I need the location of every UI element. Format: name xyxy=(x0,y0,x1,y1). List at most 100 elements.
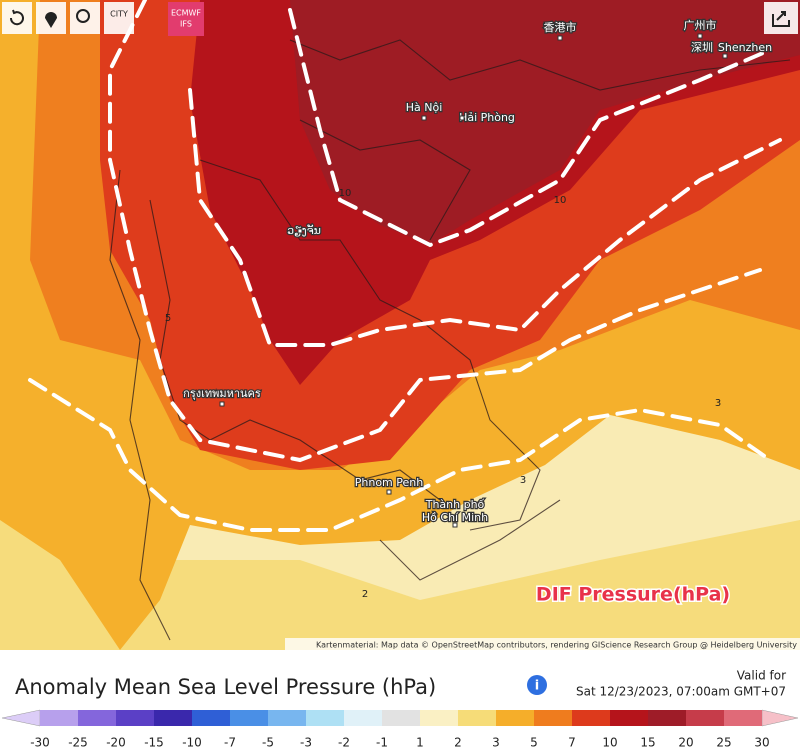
valid-time: Sat 12/23/2023, 07:00am GMT+07 xyxy=(576,685,786,699)
colorbar-segment xyxy=(686,710,724,726)
info-button[interactable] xyxy=(527,675,547,695)
colorbar-segment xyxy=(192,710,230,726)
colorbar-segment xyxy=(572,710,610,726)
place-label: Thành phố xyxy=(425,498,485,511)
refresh-icon xyxy=(9,9,24,26)
place-marker xyxy=(219,401,225,407)
colorbar-tick-label: 1 xyxy=(416,736,424,750)
legend-title: Anomaly Mean Sea Level Pressure (hPa) xyxy=(15,675,436,699)
colorbar-segment xyxy=(458,710,496,726)
colorbar-tick-label: -20 xyxy=(106,736,126,750)
contour-labels: 10 10 5 3 3 2 xyxy=(165,188,721,600)
colorbar-segment xyxy=(382,710,420,726)
place-label: Shenzhen xyxy=(718,41,772,54)
zone-15 xyxy=(290,0,800,245)
colorbar-segment xyxy=(154,710,192,726)
colorbar-tick-label: 3 xyxy=(492,736,500,750)
contour-label: 2 xyxy=(362,589,368,600)
colorbar-tick-label: -2 xyxy=(338,736,350,750)
contour-line xyxy=(288,8,772,248)
colorbar-tick-label: -7 xyxy=(224,736,236,750)
colorbar-segment xyxy=(496,710,534,726)
place-label: Hải Phòng xyxy=(459,111,515,124)
city-button-label: CITY xyxy=(110,10,128,19)
attribution: Kartenmaterial: Map data © OpenStreetMap… xyxy=(316,641,797,650)
zoom-icon xyxy=(76,9,90,23)
place-marker xyxy=(452,522,458,528)
colorbar-tick-label: 5 xyxy=(530,736,538,750)
colorbar-tick-label: 7 xyxy=(568,736,576,750)
place-marker xyxy=(459,115,465,121)
colorbar-tick-label: -5 xyxy=(262,736,274,750)
place-marker xyxy=(386,489,392,495)
colorbar-segment xyxy=(648,710,686,726)
colorbar-segment xyxy=(306,710,344,726)
colorbar-tick-label: -25 xyxy=(68,736,88,750)
colorbar-segment xyxy=(40,710,78,726)
colorbar-segment xyxy=(420,710,458,726)
colorbar-segment xyxy=(230,710,268,726)
place-marker xyxy=(297,228,303,234)
colorbar: -30 -25 -20 -15 -10 -7 -5 -3 -2 -1 1 2 3 5 7 10 15 20 25 30 xyxy=(1,709,799,750)
place-marker xyxy=(722,53,728,59)
contour-label: 3 xyxy=(520,475,526,486)
map xyxy=(0,0,800,650)
zoom-button[interactable] xyxy=(70,2,100,34)
place-label: Hà Nội xyxy=(406,101,443,114)
legend: Anomaly Mean Sea Level Pressure (hPa) i … xyxy=(1,669,799,750)
model-badge-label: IFS xyxy=(180,20,192,29)
model-badge-label: ECMWF xyxy=(171,9,201,18)
colorbar-tick-label: 20 xyxy=(678,736,693,750)
colorbar-tick-label: -30 xyxy=(30,736,50,750)
valid-label: Valid for xyxy=(737,669,786,683)
colorbar-tick-label: 30 xyxy=(754,736,769,750)
overlay-label: DIF Pressure(hPa) xyxy=(536,584,730,606)
borders xyxy=(109,39,791,641)
contour-label: 10 xyxy=(554,195,567,206)
colorbar-segment xyxy=(610,710,648,726)
colorbar-segment xyxy=(534,710,572,726)
colorbar-over xyxy=(761,709,799,727)
contour-label: 10 xyxy=(339,188,352,199)
place-label: 深圳 xyxy=(691,41,713,54)
toolbar: CITY ECMWF IFS xyxy=(2,2,798,36)
place-marker xyxy=(421,115,427,121)
model-badge[interactable] xyxy=(168,2,204,36)
place-label: ວຽງຈັນ xyxy=(287,224,321,237)
info-icon: i xyxy=(535,679,539,694)
share-icon xyxy=(772,11,790,27)
contour-line xyxy=(108,0,762,463)
location-icon xyxy=(45,12,57,28)
colorbar-segment xyxy=(116,710,154,726)
colorbar-segment xyxy=(268,710,306,726)
place-label: Hồ Chí Minh xyxy=(422,511,488,524)
place-label: กรุงเทพมหานคร xyxy=(183,387,261,400)
contour-label: 3 xyxy=(715,398,721,409)
colorbar-segment xyxy=(78,710,116,726)
refresh-button[interactable] xyxy=(2,2,32,34)
place-marker xyxy=(557,35,563,41)
zone-2 xyxy=(0,470,800,650)
contour-line xyxy=(188,88,782,347)
place-marker xyxy=(697,33,703,39)
place-label: 广州市 xyxy=(684,18,717,32)
colorbar-segment xyxy=(724,710,762,726)
colorbar-tick-label: 25 xyxy=(716,736,731,750)
colorbar-tick-label: 10 xyxy=(602,736,617,750)
colorbar-under xyxy=(1,709,41,727)
place-label: 香港市 xyxy=(544,20,577,34)
contour-label: 5 xyxy=(165,313,171,324)
contour-line xyxy=(28,378,772,532)
colorbar-tick-label: 15 xyxy=(640,736,655,750)
colorbar-tick-label: -3 xyxy=(300,736,312,750)
city-button[interactable] xyxy=(104,2,134,34)
colorbar-tick-label: 2 xyxy=(454,736,462,750)
colorbar-segment xyxy=(344,710,382,726)
attribution-bg xyxy=(285,638,800,650)
colorbar-tick-label: -1 xyxy=(376,736,388,750)
share-button[interactable] xyxy=(764,2,798,34)
colorbar-tick-label: -15 xyxy=(144,736,164,750)
